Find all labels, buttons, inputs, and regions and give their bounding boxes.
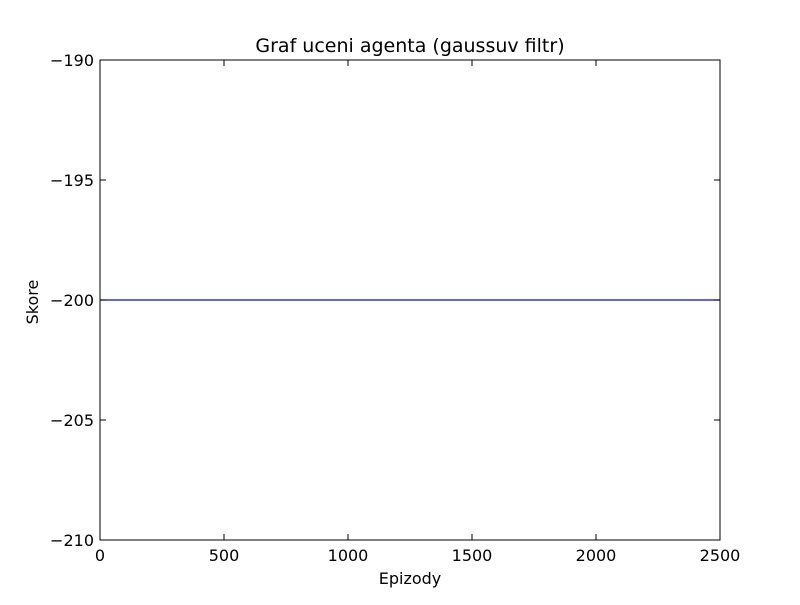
x-tick-label: 1500 [452, 546, 493, 565]
x-tick-label: 2500 [700, 546, 741, 565]
y-tick-label: −190 [50, 51, 94, 70]
x-axis-label: Epizody [379, 569, 442, 588]
y-tick-label: −210 [50, 531, 94, 550]
chart-title: Graf uceni agenta (gaussuv filtr) [255, 35, 564, 57]
y-tick-label: −200 [50, 291, 94, 310]
y-tick-label: −195 [50, 171, 94, 190]
x-tick-label: 2000 [576, 546, 617, 565]
x-tick-label: 500 [209, 546, 240, 565]
x-tick-label: 1000 [328, 546, 369, 565]
y-axis-label: Skore [23, 280, 42, 325]
axis-ticks: 0 500 1000 1500 2000 2500 −190 −195 −200 −205 −210 [50, 51, 740, 565]
y-tick-label: −205 [50, 411, 94, 430]
x-tick-label: 0 [95, 546, 105, 565]
plot-frame [99, 59, 721, 541]
